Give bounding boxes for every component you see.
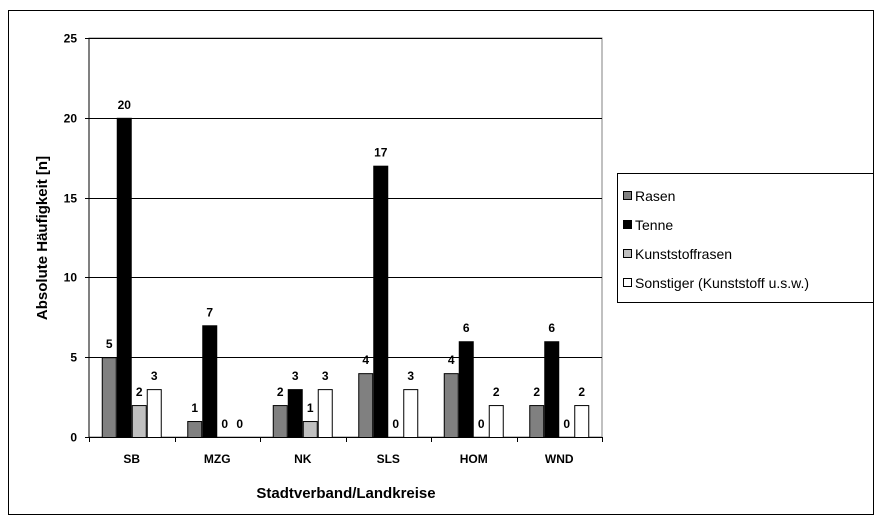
bar (146, 389, 162, 438)
bar (287, 389, 303, 438)
data-label: 2 (493, 385, 500, 399)
bar (116, 117, 132, 439)
y-tick-label: 0 (70, 431, 77, 445)
data-label: 4 (448, 353, 455, 367)
bar (373, 165, 389, 438)
data-label: 0 (236, 417, 243, 431)
data-label: 5 (106, 337, 113, 351)
bar (458, 341, 474, 438)
x-tick-label: WND (545, 452, 574, 466)
legend-item: Tenne (623, 210, 873, 239)
data-label: 7 (206, 305, 213, 319)
plot-area (88, 37, 603, 438)
x-axis-title: Stadtverband/Landkreise (256, 485, 435, 502)
legend: Rasen Tenne Kunststoffrasen Sonstiger (Kuns… (617, 173, 874, 303)
bar (302, 421, 318, 439)
bar (187, 421, 203, 439)
y-axis-title: Absolute Häufigkeit [n] (34, 156, 51, 320)
bar (101, 357, 117, 439)
y-tick-label: 5 (70, 351, 77, 365)
x-tick-label: SB (123, 452, 140, 466)
legend-label: Sonstiger (Kunststoff u.s.w.) (635, 274, 810, 291)
bar (358, 373, 374, 439)
bar (317, 389, 333, 438)
bar (544, 341, 560, 438)
data-label: 2 (533, 385, 540, 399)
legend-swatch (623, 278, 632, 287)
x-tick-label: SLS (377, 452, 400, 466)
data-label: 0 (563, 417, 570, 431)
bar (131, 405, 147, 438)
data-label: 3 (407, 369, 414, 383)
x-tick-label: HOM (460, 452, 488, 466)
legend-swatch (623, 249, 632, 258)
bar (403, 389, 419, 438)
legend-label: Rasen (635, 187, 676, 204)
bar (443, 373, 459, 439)
bar (574, 405, 590, 438)
legend-label: Kunststoffrasen (635, 245, 733, 262)
data-label: 3 (292, 369, 299, 383)
data-label: 20 (118, 98, 132, 112)
y-tick-label: 20 (64, 112, 78, 126)
x-tick-label: NK (294, 452, 312, 466)
legend-label: Tenne (635, 216, 674, 233)
data-label: 4 (362, 353, 369, 367)
data-label: 1 (307, 401, 314, 415)
data-label: 0 (221, 417, 228, 431)
legend-swatch (623, 220, 632, 229)
legend-item: Kunststoffrasen (623, 239, 873, 268)
y-tick-label: 10 (64, 271, 78, 285)
bars (101, 117, 590, 439)
data-label: 3 (151, 369, 158, 383)
data-label: 1 (191, 401, 198, 415)
bar (202, 325, 218, 438)
data-label: 2 (277, 385, 284, 399)
data-label: 2 (136, 385, 143, 399)
x-tick-label: MZG (204, 452, 231, 466)
y-tick-label: 25 (64, 32, 78, 46)
data-label: 17 (374, 146, 388, 160)
bar (272, 405, 288, 438)
data-label: 6 (548, 321, 555, 335)
y-tick-label: 15 (64, 192, 78, 206)
data-label: 2 (578, 385, 585, 399)
gridlines (89, 38, 602, 358)
bar (488, 405, 504, 438)
y-axis-ticks: 0 5 10 15 20 25 (64, 32, 89, 445)
bar (529, 405, 545, 438)
data-label: 0 (478, 417, 485, 431)
legend-item: Rasen (623, 181, 873, 210)
data-label: 0 (392, 417, 399, 431)
legend-swatch (623, 191, 632, 200)
x-axis-ticks: SB MZG NK SLS HOM WND (89, 437, 603, 466)
data-label: 3 (322, 369, 329, 383)
legend-item: Sonstiger (Kunststoff u.s.w.) (623, 268, 873, 297)
data-label: 6 (463, 321, 470, 335)
